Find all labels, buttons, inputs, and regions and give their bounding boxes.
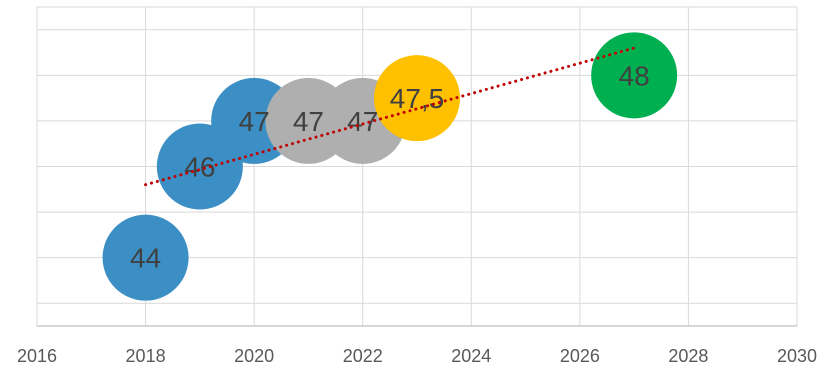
x-tick-label: 2022 xyxy=(343,346,383,366)
x-tick-label: 2026 xyxy=(560,346,600,366)
x-axis: 2016 2018 2020 2022 2024 2026 2028 2030 xyxy=(17,325,817,366)
bubble-data-label: 48 xyxy=(619,60,650,91)
x-tick-label: 2028 xyxy=(668,346,708,366)
bubble-point xyxy=(591,32,678,119)
bubble-data-label: 47 xyxy=(293,106,324,137)
bubble-point xyxy=(374,55,460,142)
x-tick-label: 2018 xyxy=(126,346,166,366)
trendline xyxy=(144,46,636,187)
bubble-data-label: 47 xyxy=(347,106,378,137)
x-tick-label: 2030 xyxy=(777,346,817,366)
x-tick-label: 2024 xyxy=(451,346,491,366)
bubble-data-label: 44 xyxy=(130,243,161,274)
trendline-layer xyxy=(144,46,636,187)
x-tick-label: 2016 xyxy=(17,346,57,366)
x-tick-label: 2020 xyxy=(234,346,274,366)
bubble-point xyxy=(102,214,189,301)
bubble-data-label: 47 xyxy=(239,106,270,137)
